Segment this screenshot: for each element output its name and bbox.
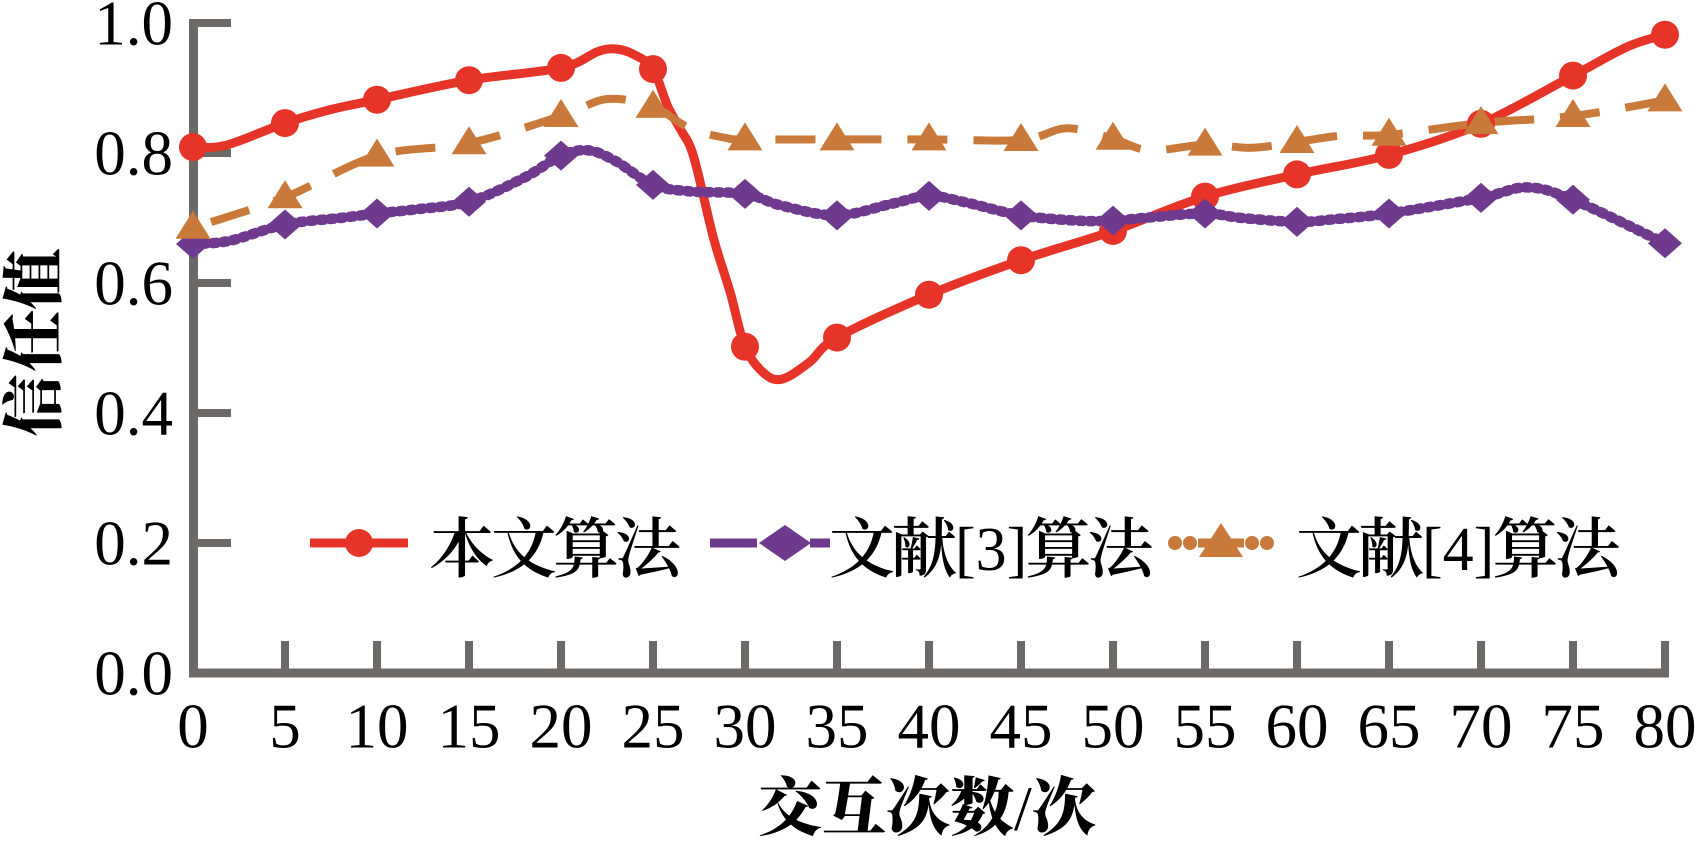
svg-text:70: 70 bbox=[1450, 692, 1513, 762]
svg-text:35: 35 bbox=[806, 692, 869, 762]
svg-text:0.0: 0.0 bbox=[94, 639, 173, 709]
svg-text:55: 55 bbox=[1174, 692, 1237, 762]
svg-text:5: 5 bbox=[269, 692, 301, 762]
svg-text:[4]: [4] bbox=[1422, 516, 1494, 584]
svg-text:50: 50 bbox=[1082, 692, 1145, 762]
svg-text:1.0: 1.0 bbox=[94, 0, 173, 59]
svg-text:45: 45 bbox=[990, 692, 1053, 762]
svg-text:60: 60 bbox=[1266, 692, 1329, 762]
svg-text:80: 80 bbox=[1634, 692, 1697, 762]
svg-text:0.6: 0.6 bbox=[94, 249, 173, 319]
svg-text:30: 30 bbox=[714, 692, 777, 762]
svg-text:40: 40 bbox=[898, 692, 961, 762]
svg-text:[3]: [3] bbox=[955, 516, 1027, 584]
svg-text:0: 0 bbox=[177, 692, 209, 762]
svg-text:0.4: 0.4 bbox=[94, 379, 173, 449]
svg-text:0.8: 0.8 bbox=[94, 119, 173, 189]
svg-text:65: 65 bbox=[1358, 692, 1421, 762]
svg-text:75: 75 bbox=[1542, 692, 1605, 762]
svg-text:/: / bbox=[1014, 773, 1032, 838]
svg-text:0.2: 0.2 bbox=[94, 509, 173, 579]
svg-text:10: 10 bbox=[346, 692, 409, 762]
svg-text:15: 15 bbox=[438, 692, 501, 762]
svg-text:25: 25 bbox=[622, 692, 685, 762]
svg-text:20: 20 bbox=[530, 692, 593, 762]
